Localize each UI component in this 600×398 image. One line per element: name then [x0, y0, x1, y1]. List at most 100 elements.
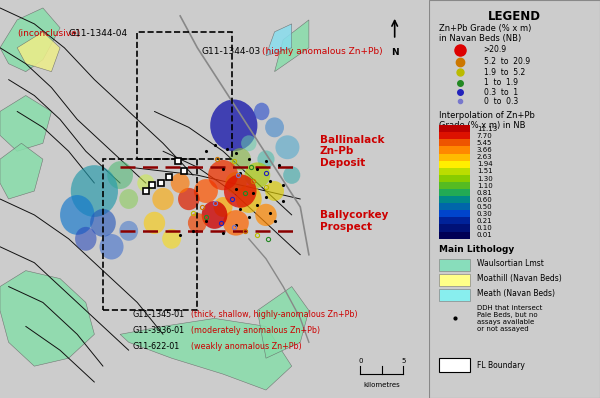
Ellipse shape	[236, 185, 262, 213]
Bar	[439, 224, 470, 232]
Ellipse shape	[214, 197, 233, 217]
Text: G11-1344-03: G11-1344-03	[202, 47, 261, 56]
Text: G11-1345-01: G11-1345-01	[133, 310, 185, 319]
Text: 11.13: 11.13	[477, 126, 497, 132]
Text: 5: 5	[401, 358, 406, 364]
Text: 1.30: 1.30	[477, 176, 493, 181]
Ellipse shape	[224, 174, 257, 208]
Polygon shape	[257, 287, 309, 358]
Text: 1.10: 1.10	[477, 183, 493, 189]
Text: 0.81: 0.81	[477, 190, 493, 196]
Ellipse shape	[241, 135, 257, 151]
Ellipse shape	[100, 234, 124, 259]
Text: G11-622-01: G11-622-01	[133, 342, 180, 351]
Text: Zn+Pb Grade (% x m)
in Navan Beds (NB): Zn+Pb Grade (% x m) in Navan Beds (NB)	[439, 24, 532, 43]
Bar	[439, 259, 470, 271]
Ellipse shape	[208, 160, 238, 190]
Text: 2.63: 2.63	[477, 154, 493, 160]
Ellipse shape	[188, 213, 207, 233]
Text: (weakly anomalous Zn+Pb): (weakly anomalous Zn+Pb)	[191, 342, 302, 351]
Text: 1.94: 1.94	[477, 161, 493, 168]
Bar	[439, 182, 470, 189]
Text: (moderately anomalous Zn+Pb): (moderately anomalous Zn+Pb)	[191, 326, 320, 335]
Text: Interpolation of Zn+Pb
Grade (% x m) in NB: Interpolation of Zn+Pb Grade (% x m) in …	[439, 111, 535, 130]
Text: (highly anomalous Zn+Pb): (highly anomalous Zn+Pb)	[262, 47, 382, 56]
Text: kilometres: kilometres	[364, 382, 400, 388]
Text: Main Lithology: Main Lithology	[439, 245, 515, 254]
Ellipse shape	[90, 209, 116, 237]
Ellipse shape	[265, 117, 284, 137]
Text: 0.50: 0.50	[477, 204, 493, 210]
Text: G11-1344-04: G11-1344-04	[68, 29, 128, 38]
Text: >20.9: >20.9	[484, 45, 507, 54]
Ellipse shape	[119, 189, 138, 209]
Ellipse shape	[275, 135, 299, 159]
Polygon shape	[120, 318, 292, 390]
Ellipse shape	[152, 188, 174, 210]
Ellipse shape	[194, 179, 218, 203]
Ellipse shape	[171, 173, 190, 193]
Bar	[181, 168, 187, 174]
Bar	[439, 175, 470, 182]
Polygon shape	[0, 96, 52, 151]
Ellipse shape	[225, 172, 247, 194]
Bar	[439, 274, 470, 286]
Bar	[439, 154, 470, 161]
Ellipse shape	[230, 148, 251, 170]
Text: (thick, shallow, highly-anomalous Zn+Pb): (thick, shallow, highly-anomalous Zn+Pb)	[191, 310, 358, 319]
Text: 0: 0	[358, 358, 362, 364]
Polygon shape	[0, 271, 94, 366]
Ellipse shape	[75, 227, 97, 251]
Polygon shape	[266, 24, 292, 56]
Ellipse shape	[71, 165, 118, 217]
Text: 0.01: 0.01	[477, 232, 493, 238]
Text: Moathill (Navan Beds): Moathill (Navan Beds)	[477, 274, 562, 283]
Bar	[439, 146, 470, 154]
Text: 0.21: 0.21	[477, 218, 493, 224]
Polygon shape	[0, 8, 60, 72]
Text: Ballinalack
Zn-Pb
Deposit: Ballinalack Zn-Pb Deposit	[320, 135, 384, 168]
Bar	[439, 217, 470, 224]
Ellipse shape	[283, 166, 301, 184]
Bar	[439, 189, 470, 196]
Bar	[439, 125, 470, 133]
Bar	[439, 168, 470, 175]
Ellipse shape	[257, 150, 275, 168]
Ellipse shape	[119, 221, 138, 241]
Ellipse shape	[210, 100, 257, 151]
Text: 1.51: 1.51	[477, 168, 493, 174]
Bar	[175, 158, 181, 164]
Text: 0  to  0.3: 0 to 0.3	[484, 97, 518, 106]
Bar	[439, 196, 470, 203]
Ellipse shape	[245, 162, 270, 188]
Ellipse shape	[223, 210, 249, 236]
Ellipse shape	[144, 212, 165, 234]
Bar	[158, 180, 164, 186]
Bar	[439, 358, 470, 372]
Bar	[166, 174, 172, 180]
Text: 0.3  to  1: 0.3 to 1	[484, 88, 518, 97]
Text: 0.30: 0.30	[477, 211, 493, 217]
Polygon shape	[17, 32, 60, 72]
Ellipse shape	[265, 181, 284, 201]
Ellipse shape	[254, 103, 269, 120]
Text: G11-3936-01: G11-3936-01	[133, 326, 185, 335]
Text: 0.60: 0.60	[477, 197, 493, 203]
Bar	[149, 182, 155, 188]
Text: DDH that intersect
Pale Beds, but no
assays available
or not assayed: DDH that intersect Pale Beds, but no ass…	[477, 305, 542, 332]
Text: 7.70: 7.70	[477, 133, 493, 139]
Text: LEGEND: LEGEND	[488, 10, 541, 23]
Text: 3.66: 3.66	[477, 147, 493, 153]
Text: N: N	[391, 48, 398, 57]
Text: FL Boundary: FL Boundary	[477, 361, 525, 370]
Polygon shape	[275, 20, 309, 72]
Bar	[439, 132, 470, 140]
Text: Waulsortian Lmst: Waulsortian Lmst	[477, 259, 544, 268]
Ellipse shape	[60, 195, 94, 235]
Ellipse shape	[162, 229, 181, 249]
Bar	[137, 32, 232, 159]
Bar	[439, 161, 470, 168]
Bar	[439, 139, 470, 146]
Bar	[439, 232, 470, 239]
Text: Meath (Navan Beds): Meath (Navan Beds)	[477, 289, 555, 298]
